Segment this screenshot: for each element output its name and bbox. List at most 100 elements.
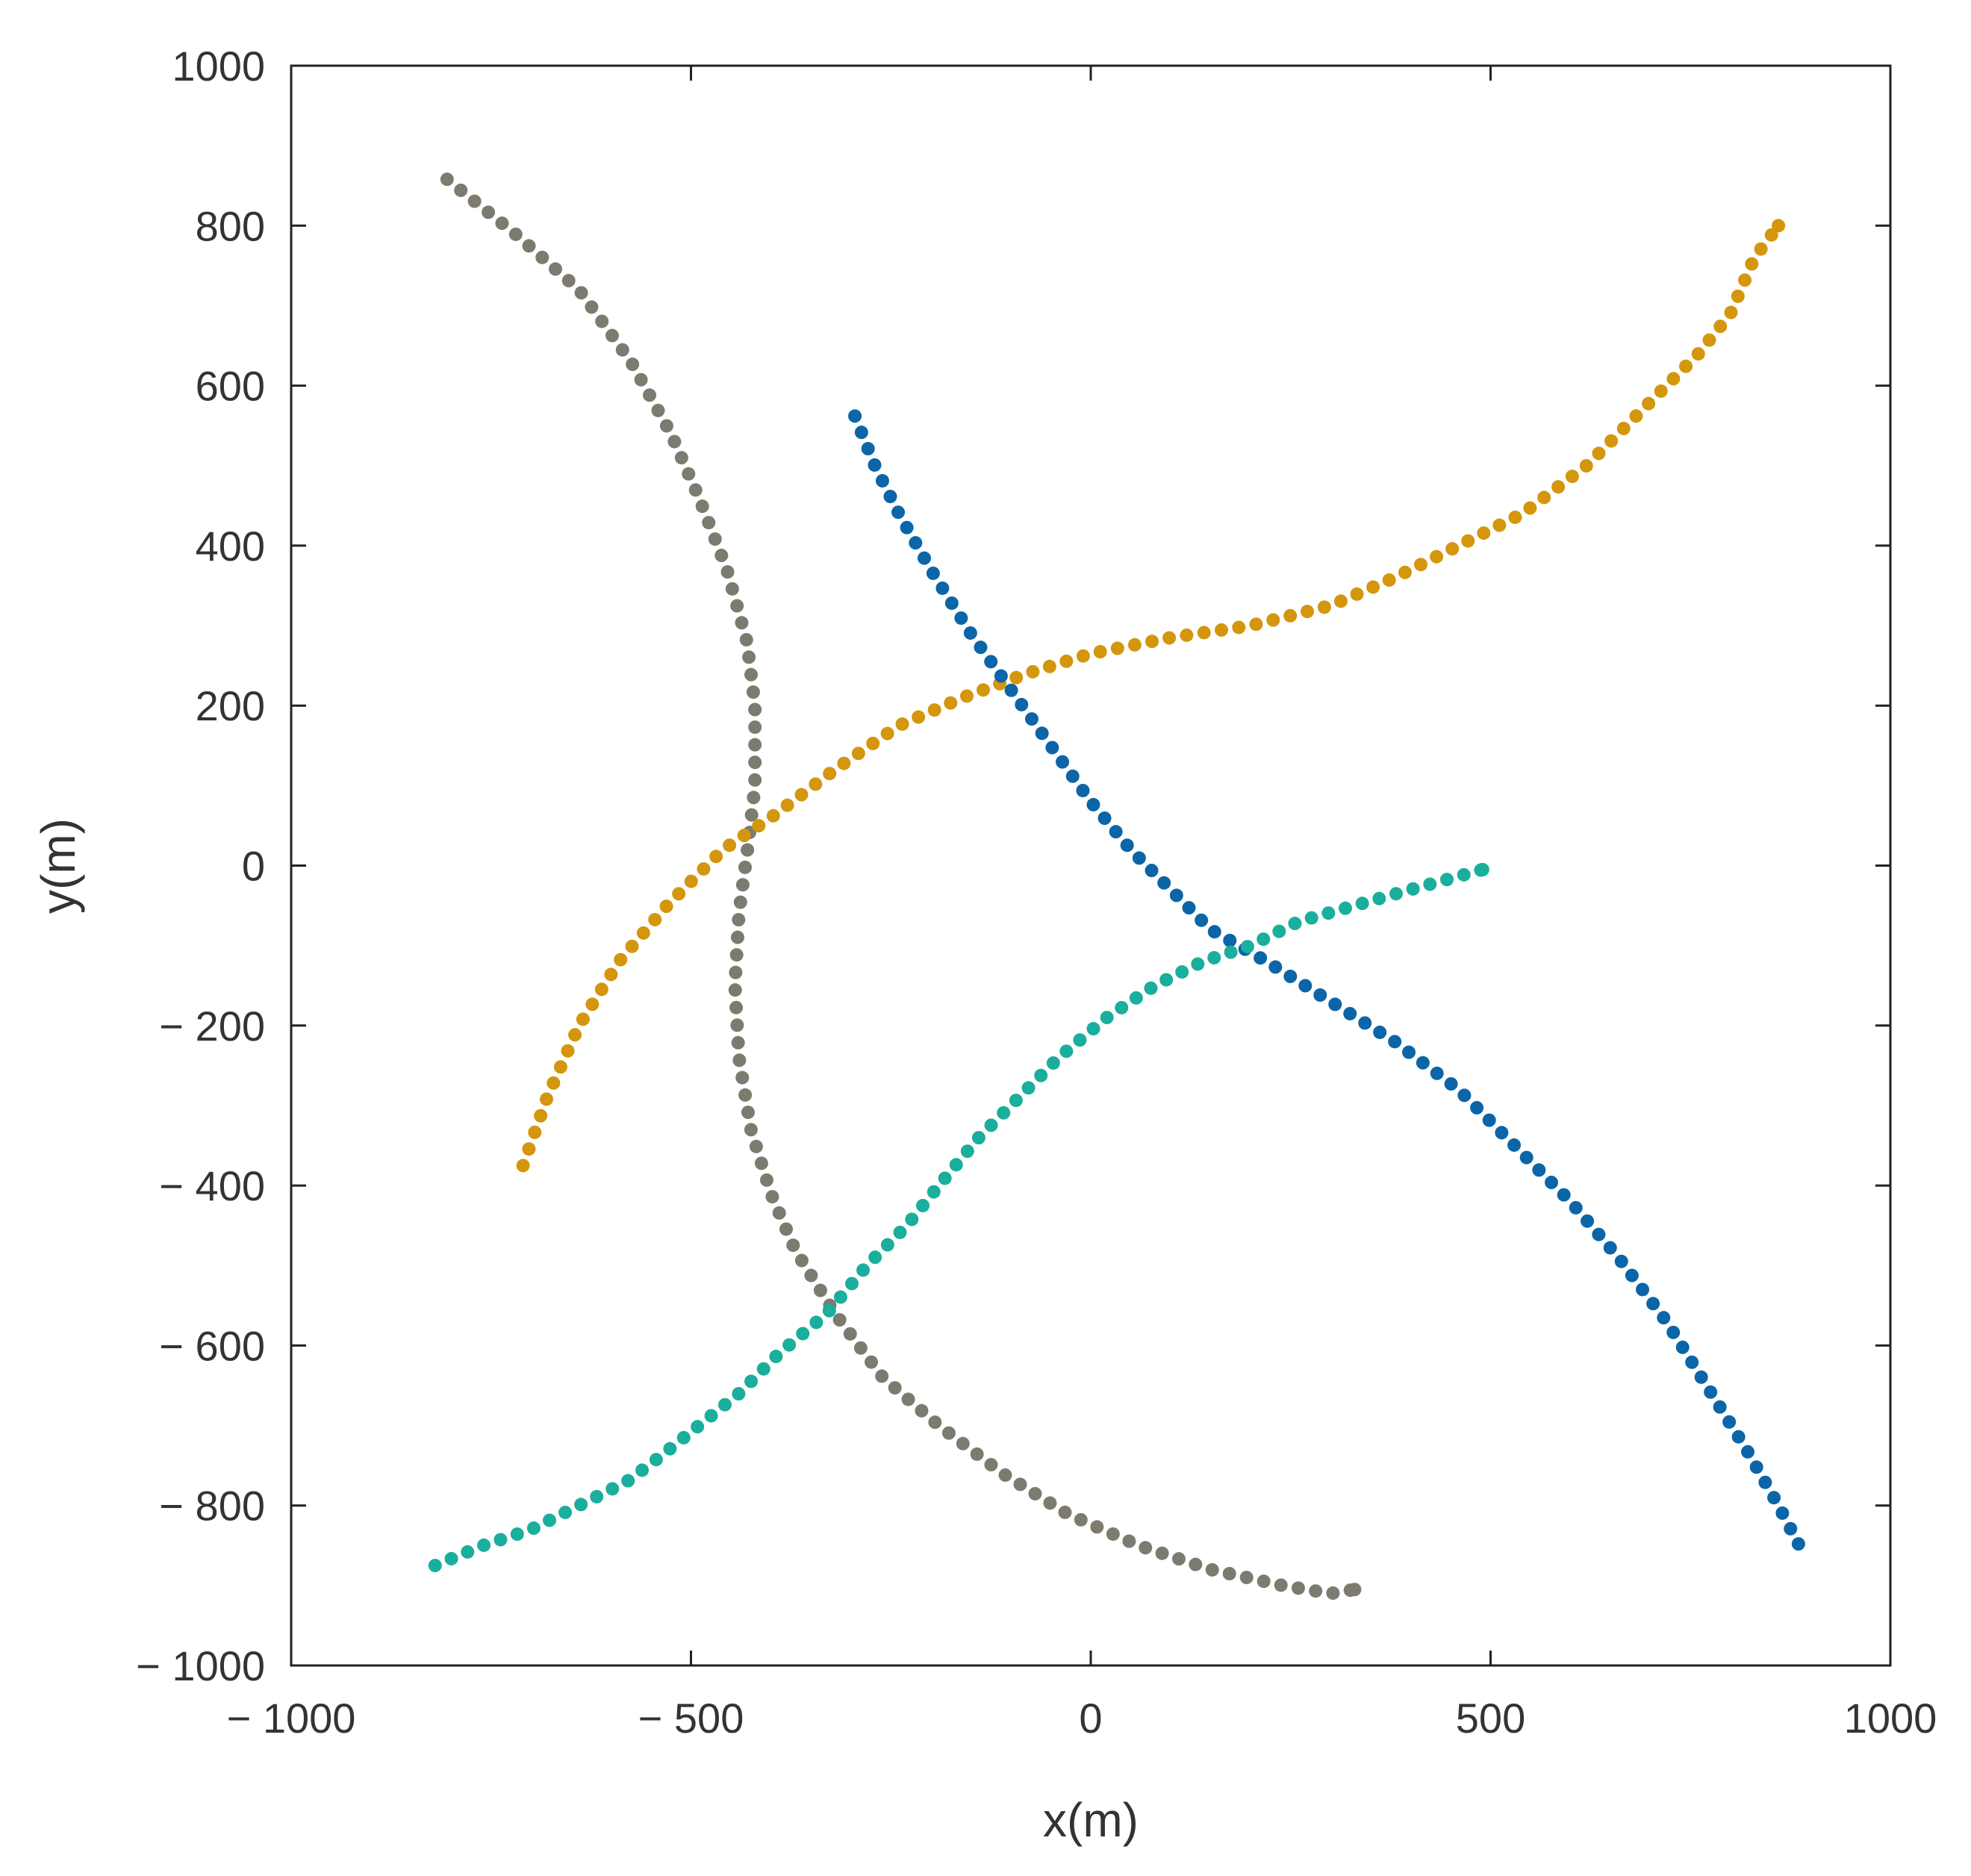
data-point <box>728 983 742 997</box>
data-point <box>495 216 509 231</box>
data-point <box>547 1076 561 1090</box>
data-point <box>708 532 722 546</box>
data-point <box>732 913 746 927</box>
data-point <box>1171 1552 1186 1566</box>
data-point <box>1592 446 1606 461</box>
data-point <box>1625 1268 1639 1283</box>
data-point <box>868 458 882 472</box>
data-point <box>1182 901 1196 915</box>
data-point <box>927 1185 941 1199</box>
data-point <box>604 967 618 982</box>
data-point <box>1223 933 1237 947</box>
data-point <box>691 1420 705 1434</box>
data-point <box>1155 1546 1169 1560</box>
data-point <box>1110 641 1124 655</box>
data-point <box>744 1374 759 1389</box>
y-tick-label: − 200 <box>159 1003 265 1050</box>
data-point <box>605 328 619 343</box>
data-point <box>944 596 959 610</box>
data-point <box>905 1212 919 1227</box>
data-point <box>746 685 760 699</box>
data-point <box>1551 480 1566 494</box>
data-point <box>528 1125 542 1139</box>
data-point <box>648 912 662 926</box>
data-point <box>542 1513 556 1527</box>
data-point <box>1749 1460 1763 1474</box>
data-point <box>1058 1505 1072 1519</box>
data-point <box>1207 950 1221 965</box>
data-point <box>1457 867 1471 882</box>
data-point <box>558 1505 573 1519</box>
data-point <box>1636 1283 1650 1297</box>
data-point <box>822 1303 836 1318</box>
data-point <box>522 1142 536 1156</box>
data-point <box>759 1173 773 1187</box>
data-point <box>1157 876 1171 890</box>
data-point <box>833 1290 847 1304</box>
data-point <box>1445 542 1460 556</box>
data-point <box>714 549 729 563</box>
data-point <box>709 850 723 864</box>
x-tick-label: 500 <box>1456 1695 1525 1742</box>
data-point <box>1328 997 1342 1012</box>
data-point <box>1388 1035 1402 1049</box>
data-point <box>676 1430 691 1445</box>
data-point <box>730 599 744 613</box>
data-point <box>643 388 657 402</box>
data-point <box>1257 1574 1271 1589</box>
data-point <box>1009 670 1024 685</box>
data-point <box>1475 862 1489 876</box>
data-point <box>723 838 737 853</box>
data-point <box>1175 965 1189 979</box>
data-point <box>1239 1571 1254 1585</box>
data-point <box>1100 1010 1114 1024</box>
data-point <box>1195 913 1209 927</box>
data-point <box>1288 917 1302 931</box>
data-point <box>752 819 766 833</box>
data-point <box>1059 1044 1074 1059</box>
data-point <box>1508 510 1522 524</box>
data-point <box>1430 1066 1444 1080</box>
data-point <box>735 616 749 630</box>
data-point <box>1076 783 1090 797</box>
data-point <box>1477 526 1491 540</box>
data-point <box>1035 726 1049 741</box>
data-point <box>1616 421 1631 435</box>
data-point <box>1009 1093 1023 1107</box>
data-point <box>594 982 608 997</box>
data-point <box>748 720 762 735</box>
data-point <box>695 499 709 514</box>
y-tick-label: 800 <box>196 202 265 249</box>
data-point <box>674 451 688 465</box>
data-point <box>576 1012 590 1026</box>
data-point <box>1326 1586 1340 1601</box>
data-point <box>636 926 650 940</box>
data-point <box>1666 1325 1681 1339</box>
data-point <box>428 1559 442 1573</box>
data-point <box>984 655 998 669</box>
y-tick-label: − 400 <box>159 1162 265 1209</box>
data-point <box>1764 228 1778 242</box>
data-point <box>837 756 851 770</box>
data-point <box>1122 1534 1136 1548</box>
data-point <box>977 683 991 697</box>
data-point <box>440 172 454 187</box>
data-point <box>1694 1370 1708 1384</box>
data-point <box>1492 518 1507 532</box>
data-point <box>1482 1113 1496 1127</box>
data-point <box>672 887 686 901</box>
data-point <box>522 239 536 253</box>
data-point <box>1191 957 1205 971</box>
data-point <box>1129 991 1143 1005</box>
data-point <box>1272 924 1286 938</box>
data-point <box>1440 873 1454 887</box>
data-point <box>1642 396 1656 411</box>
data-point <box>461 1545 475 1559</box>
data-point <box>634 373 648 387</box>
data-point <box>1205 1562 1219 1577</box>
data-point <box>1581 1214 1595 1228</box>
data-point <box>861 442 875 456</box>
data-point <box>585 997 600 1012</box>
data-point <box>684 874 698 888</box>
data-point <box>526 1521 541 1536</box>
